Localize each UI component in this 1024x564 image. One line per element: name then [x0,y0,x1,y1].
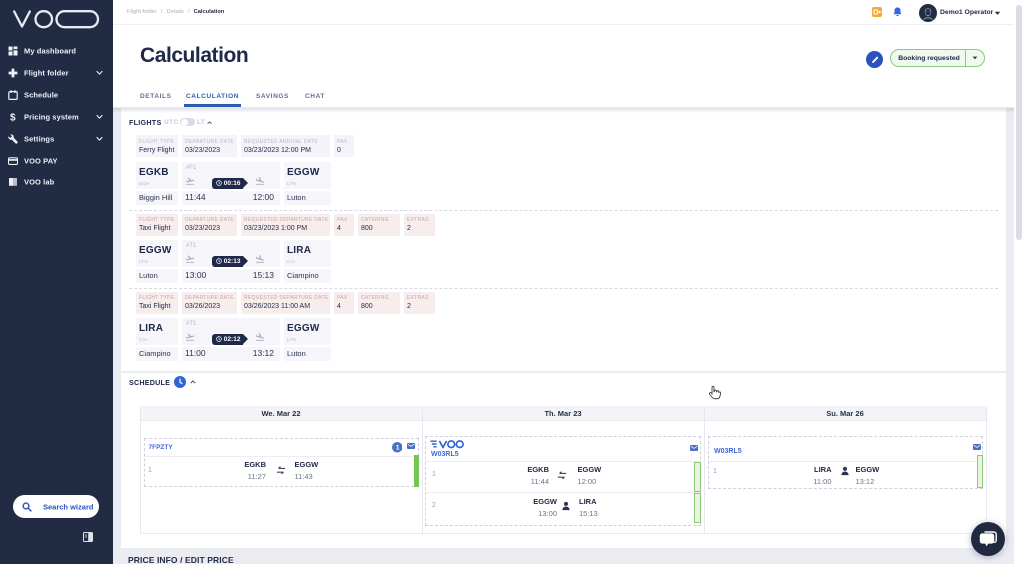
svg-text:$: $ [10,113,16,122]
svg-text:1: 1 [395,445,399,452]
